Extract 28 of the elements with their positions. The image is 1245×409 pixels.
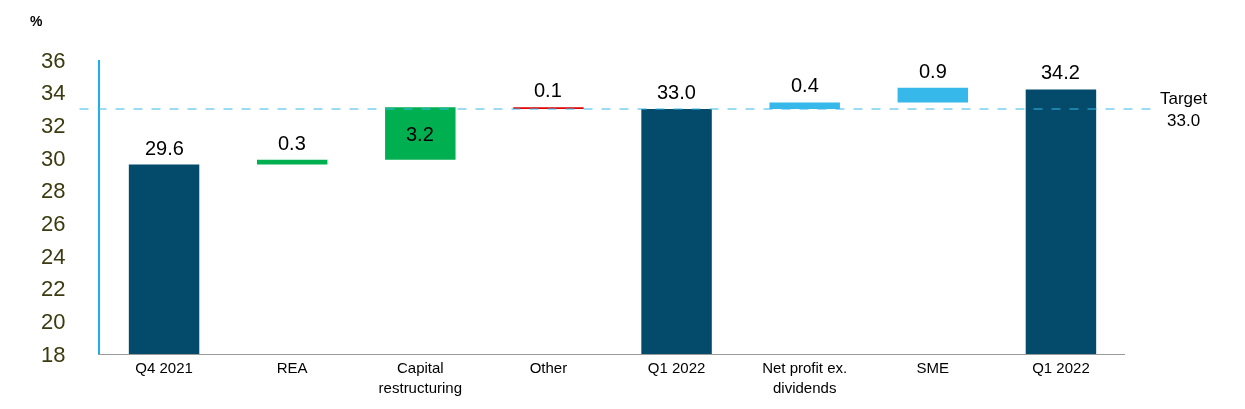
x-tick-label: Q1 2022 [647,359,706,376]
data-label: 0.9 [919,60,947,82]
y-tick-label: 36 [41,47,66,73]
x-tick-label: Q1 2022 [1032,359,1090,376]
data-label: 33.0 [657,81,696,103]
x-tick-label: Q4 2021 [135,359,193,376]
y-axis-title: % [30,13,43,29]
y-tick-label: 22 [41,276,66,302]
ref-line-label: Target 33.0 [1160,89,1208,131]
x-tick-label: Other [529,359,568,376]
data-label: 0.4 [791,74,819,96]
y-tick-label: 30 [41,145,66,171]
x-tick-label: SME [916,359,950,376]
y-tick-label: 26 [41,211,66,237]
y-tick-label: 24 [41,243,66,269]
x-tick-label: Net profit ex. dividends [762,359,848,396]
data-label: 0.3 [278,132,306,154]
data-label: 0.1 [534,79,562,101]
data-label: 29.6 [145,137,184,159]
y-tick-label: 20 [41,309,66,335]
y-tick-label: 18 [41,341,66,367]
data-label: 3.2 [406,123,434,145]
y-tick-label: 32 [41,113,66,139]
data-label: 34.2 [1041,61,1080,83]
y-tick-label: 34 [41,80,66,106]
x-tick-label: REA [276,359,308,376]
x-tick-label: Capital restructuring [378,359,462,396]
y-tick-label: 28 [41,178,66,204]
